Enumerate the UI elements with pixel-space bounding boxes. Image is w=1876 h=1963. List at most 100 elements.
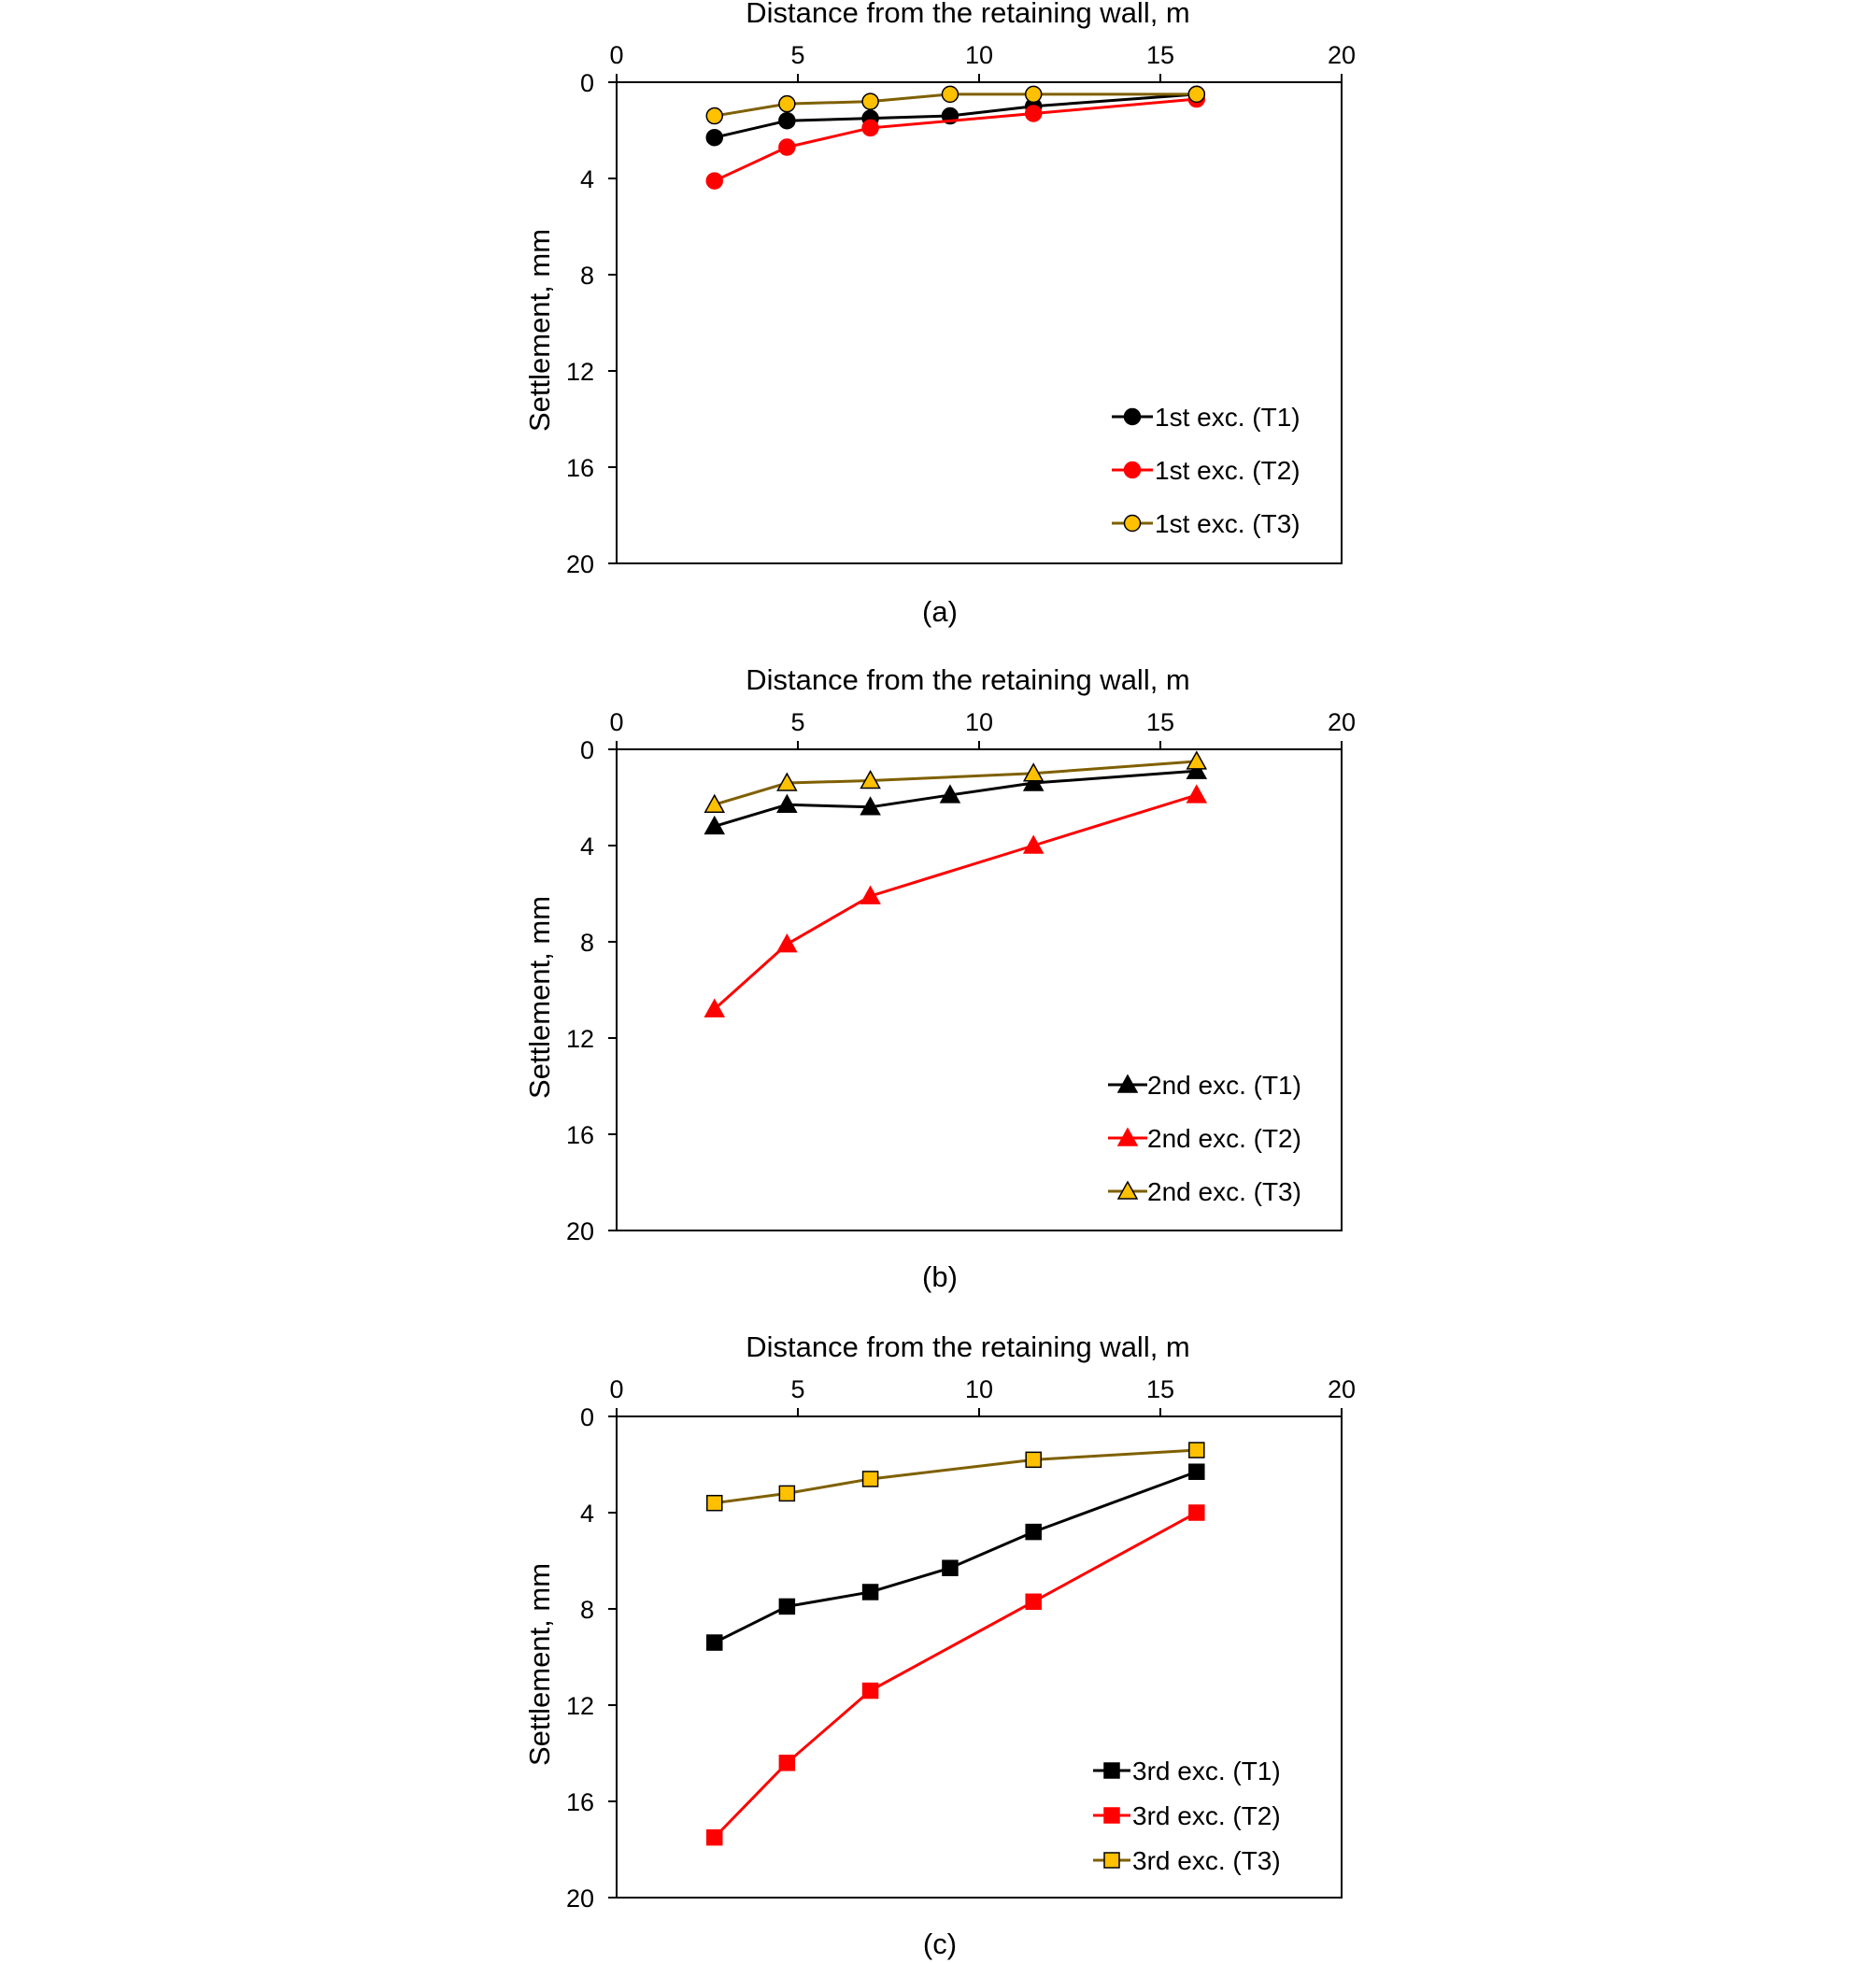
x-tick-label: 20 bbox=[1328, 1375, 1356, 1403]
data-point bbox=[861, 1471, 879, 1487]
data-point bbox=[861, 92, 879, 110]
data-point bbox=[778, 94, 796, 113]
series-3 bbox=[706, 1442, 1205, 1512]
y-tick-label: 16 bbox=[566, 1788, 594, 1816]
data-point bbox=[704, 998, 726, 1017]
data-point bbox=[1025, 1593, 1042, 1611]
plot-frame bbox=[616, 81, 1343, 564]
series-2 bbox=[705, 90, 1206, 190]
data-point bbox=[778, 1755, 796, 1771]
data-point bbox=[1187, 85, 1206, 104]
legend-marker bbox=[1116, 1127, 1139, 1146]
data-point bbox=[1022, 772, 1045, 791]
data-point bbox=[1022, 834, 1045, 854]
x-axis-title: Distance from the retaining wall, m bbox=[746, 0, 1190, 29]
data-point bbox=[778, 111, 796, 130]
data-point bbox=[861, 1584, 879, 1600]
data-point bbox=[860, 885, 881, 904]
x-tick-label: 20 bbox=[1328, 41, 1356, 69]
data-point bbox=[1186, 784, 1208, 804]
data-point bbox=[1186, 760, 1208, 779]
y-tick-label: 20 bbox=[566, 1217, 594, 1245]
data-point bbox=[706, 1828, 723, 1846]
y-tick-label: 8 bbox=[580, 1596, 594, 1624]
chart-panel-3: 0 5 10 15 20 Distance from the retaining wall… bbox=[523, 1330, 1356, 1960]
data-point bbox=[1025, 1451, 1042, 1469]
data-point bbox=[1186, 750, 1208, 770]
legend-marker bbox=[1116, 1074, 1139, 1093]
data-point bbox=[1188, 1442, 1205, 1458]
y-tick-label: 8 bbox=[580, 929, 594, 957]
y-tick-label: 0 bbox=[580, 69, 594, 97]
y-tick-label: 12 bbox=[566, 1025, 594, 1053]
x-tick-label: 15 bbox=[1146, 41, 1174, 69]
data-point bbox=[705, 172, 724, 190]
legend-label: 1st exc. (T1) bbox=[1155, 403, 1300, 432]
data-point bbox=[941, 85, 959, 104]
data-point bbox=[939, 784, 961, 804]
legend-label: 2nd exc. (T1) bbox=[1147, 1071, 1301, 1100]
series-line bbox=[714, 92, 1197, 139]
data-point bbox=[942, 1559, 959, 1576]
data-point bbox=[1188, 1504, 1205, 1521]
y-tick-label: 20 bbox=[566, 1885, 594, 1913]
legend-marker bbox=[1123, 514, 1142, 533]
x-tick-label: 10 bbox=[965, 708, 993, 736]
legend-label: 3rd exc. (T3) bbox=[1132, 1846, 1281, 1875]
data-point bbox=[776, 772, 798, 791]
series-line bbox=[714, 1470, 1198, 1644]
x-tick-label: 10 bbox=[965, 41, 993, 69]
y-tick-label: 12 bbox=[566, 1692, 594, 1720]
legend-marker bbox=[1103, 1807, 1120, 1824]
series-3 bbox=[705, 85, 1206, 125]
data-point bbox=[1022, 762, 1045, 782]
x-tick-label: 5 bbox=[790, 41, 804, 69]
x-tick-label: 0 bbox=[609, 1375, 623, 1403]
chart-panel-1: 0 5 10 15 20 Distance from the retaining wall… bbox=[523, 0, 1356, 628]
data-point bbox=[860, 769, 881, 789]
data-point bbox=[861, 119, 879, 137]
legend-marker bbox=[1103, 1762, 1120, 1779]
plot-frame bbox=[616, 748, 1343, 1231]
legend-label: 2nd exc. (T2) bbox=[1147, 1124, 1301, 1153]
x-tick-label: 0 bbox=[609, 41, 623, 69]
data-point bbox=[776, 793, 798, 813]
y-axis-title: Settlement, mm bbox=[523, 1563, 556, 1766]
chart-panel-2: 0 5 10 15 20 Distance from the retaining wall… bbox=[523, 663, 1356, 1293]
y-axis-title: Settlement, mm bbox=[523, 229, 556, 432]
data-point bbox=[1024, 85, 1043, 104]
legend-label: 1st exc. (T2) bbox=[1155, 456, 1300, 485]
y-tick-label: 20 bbox=[566, 550, 594, 578]
y-tick-label: 0 bbox=[580, 1403, 594, 1431]
data-point bbox=[704, 815, 726, 835]
y-axis-title: Settlement, mm bbox=[523, 896, 556, 1099]
panel-caption: (b) bbox=[922, 1260, 958, 1293]
series-line bbox=[714, 92, 1197, 118]
x-tick-label: 15 bbox=[1146, 1375, 1174, 1403]
data-point bbox=[706, 1634, 723, 1651]
data-point bbox=[860, 796, 881, 816]
legend: 1st exc. (T1) 1st exc. (T2) 1st exc. (T3) bbox=[1112, 403, 1300, 538]
y-tick-label: 16 bbox=[566, 1121, 594, 1149]
x-tick-label: 20 bbox=[1328, 708, 1356, 736]
x-tick-label: 5 bbox=[790, 708, 804, 736]
legend-label: 3rd exc. (T2) bbox=[1132, 1801, 1281, 1830]
data-point bbox=[704, 793, 726, 813]
data-point bbox=[778, 138, 796, 156]
y-tick-label: 12 bbox=[566, 358, 594, 386]
series-1 bbox=[706, 1463, 1205, 1651]
legend-marker bbox=[1116, 1180, 1139, 1200]
x-tick-label: 0 bbox=[609, 708, 623, 736]
data-point bbox=[1024, 105, 1043, 122]
data-point bbox=[778, 1485, 796, 1502]
series-3 bbox=[704, 750, 1208, 813]
legend-marker bbox=[1123, 407, 1142, 426]
x-axis-title: Distance from the retaining wall, m bbox=[746, 663, 1190, 696]
series-1 bbox=[704, 760, 1208, 835]
x-tick-label: 10 bbox=[965, 1375, 993, 1403]
data-point bbox=[1025, 1523, 1042, 1541]
legend: 3rd exc. (T1) 3rd exc. (T2) 3rd exc. (T3) bbox=[1093, 1757, 1281, 1875]
y-tick-label: 8 bbox=[580, 262, 594, 290]
legend-marker bbox=[1103, 1852, 1120, 1869]
data-point bbox=[776, 933, 798, 953]
